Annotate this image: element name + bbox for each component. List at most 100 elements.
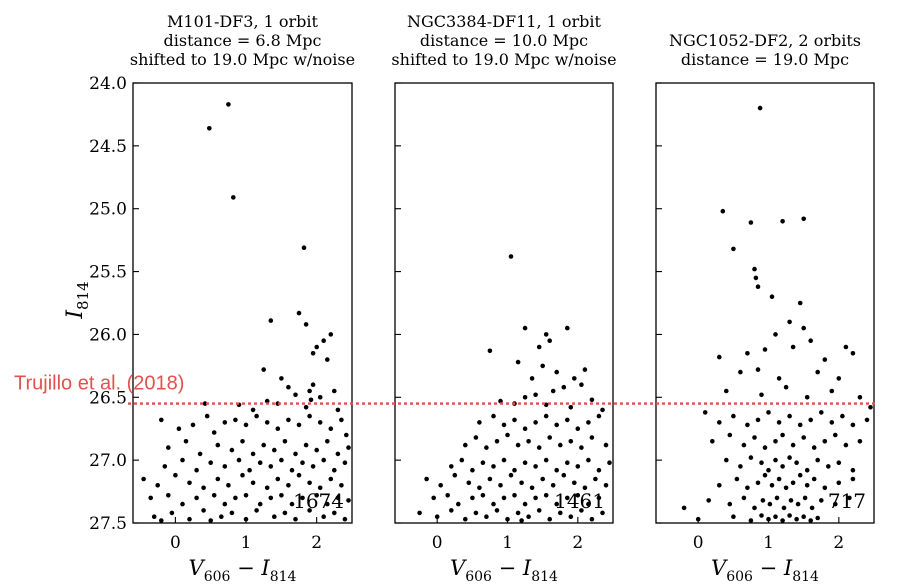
- data-point: [522, 460, 528, 466]
- data-point: [843, 344, 849, 350]
- data-point: [745, 351, 750, 356]
- data-point: [332, 467, 337, 473]
- data-point: [819, 498, 824, 503]
- data-point: [836, 480, 842, 486]
- panel-frame: [655, 82, 875, 524]
- panel-title-line: shifted to 19.0 Mpc w/noise: [130, 50, 355, 69]
- data-point: [717, 354, 722, 360]
- data-point: [850, 467, 856, 473]
- data-point: [565, 325, 570, 331]
- data-point: [543, 493, 549, 498]
- data-point: [512, 467, 517, 473]
- data-point: [286, 417, 291, 423]
- y-tick-label: 24.5: [89, 137, 127, 157]
- data-point: [494, 508, 500, 513]
- data-point: [148, 495, 153, 501]
- data-point: [300, 495, 305, 501]
- data-point: [829, 420, 835, 425]
- data-point: [582, 485, 588, 491]
- panel-title-line: distance = 10.0 Mpc: [420, 31, 588, 50]
- data-point: [586, 457, 591, 463]
- panel-title-line: distance = 6.8 Mpc: [164, 31, 322, 50]
- data-point: [776, 420, 782, 425]
- data-point: [781, 505, 787, 511]
- data-point: [787, 513, 792, 518]
- data-point: [522, 395, 528, 400]
- data-point: [314, 447, 320, 453]
- data-point: [438, 483, 444, 488]
- data-point: [720, 208, 726, 214]
- data-point: [767, 501, 773, 507]
- data-point: [596, 467, 602, 473]
- data-point: [325, 439, 330, 444]
- data-point: [589, 516, 595, 522]
- data-point: [166, 445, 171, 450]
- data-point: [773, 332, 778, 337]
- data-point: [477, 485, 482, 491]
- data-point: [755, 417, 761, 423]
- data-point: [279, 457, 284, 463]
- data-point: [268, 464, 274, 469]
- x-tick-label: 1: [763, 533, 774, 553]
- data-point: [321, 338, 327, 344]
- data-point: [797, 300, 803, 306]
- data-point: [727, 432, 733, 438]
- data-point: [264, 485, 270, 491]
- x-tick-label: 2: [311, 533, 322, 553]
- data-point: [473, 435, 479, 440]
- data-point: [797, 422, 803, 428]
- data-point: [194, 467, 199, 473]
- data-point: [561, 472, 567, 478]
- data-point: [231, 195, 236, 200]
- data-point: [752, 435, 757, 440]
- data-point: [801, 514, 806, 519]
- data-point: [250, 451, 256, 457]
- data-point: [794, 516, 799, 522]
- data-point: [554, 422, 559, 428]
- y-tick-label: 25.5: [89, 263, 127, 283]
- data-point: [470, 467, 475, 473]
- data-point: [543, 402, 549, 408]
- data-point: [261, 442, 267, 448]
- star-count-label: 717: [828, 489, 866, 513]
- y-tick-label: 27.0: [89, 451, 127, 471]
- panel-title-line: NGC1052-DF2, 2 orbits: [669, 31, 861, 50]
- data-point: [762, 445, 768, 450]
- data-point: [424, 476, 429, 482]
- data-point: [207, 126, 212, 131]
- data-point: [787, 319, 792, 325]
- data-point: [335, 495, 341, 501]
- data-point: [505, 432, 510, 438]
- data-point: [317, 485, 323, 491]
- data-point: [229, 510, 235, 516]
- data-point: [773, 439, 778, 444]
- data-point: [759, 392, 764, 398]
- data-point: [774, 495, 780, 501]
- data-point: [717, 483, 722, 488]
- data-point: [550, 388, 556, 394]
- data-point: [339, 483, 344, 488]
- data-point: [176, 426, 182, 432]
- panel-frame: [394, 82, 614, 524]
- data-point: [593, 476, 598, 482]
- y-axis-label: I814: [63, 281, 92, 319]
- data-point: [727, 501, 733, 507]
- data-point: [780, 432, 785, 438]
- data-point: [755, 284, 761, 290]
- data-point: [526, 439, 531, 444]
- data-point: [257, 460, 263, 466]
- data-point: [724, 457, 729, 463]
- data-point: [480, 493, 486, 498]
- data-point: [328, 332, 334, 337]
- data-point: [272, 447, 277, 453]
- data-point: [498, 483, 503, 488]
- data-point: [162, 464, 168, 469]
- data-point: [762, 347, 768, 352]
- data-point: [303, 322, 309, 327]
- data-point: [194, 495, 199, 501]
- data-point: [554, 501, 559, 507]
- panel-title-line: M101-DF3, 1 orbit: [167, 12, 319, 31]
